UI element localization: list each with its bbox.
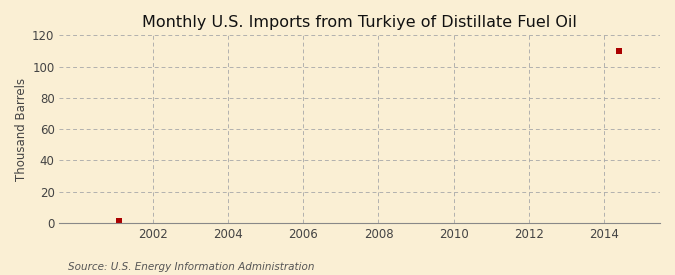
Title: Monthly U.S. Imports from Turkiye of Distillate Fuel Oil: Monthly U.S. Imports from Turkiye of Dis… — [142, 15, 577, 30]
Y-axis label: Thousand Barrels: Thousand Barrels — [15, 78, 28, 181]
Text: Source: U.S. Energy Information Administration: Source: U.S. Energy Information Administ… — [68, 262, 314, 272]
